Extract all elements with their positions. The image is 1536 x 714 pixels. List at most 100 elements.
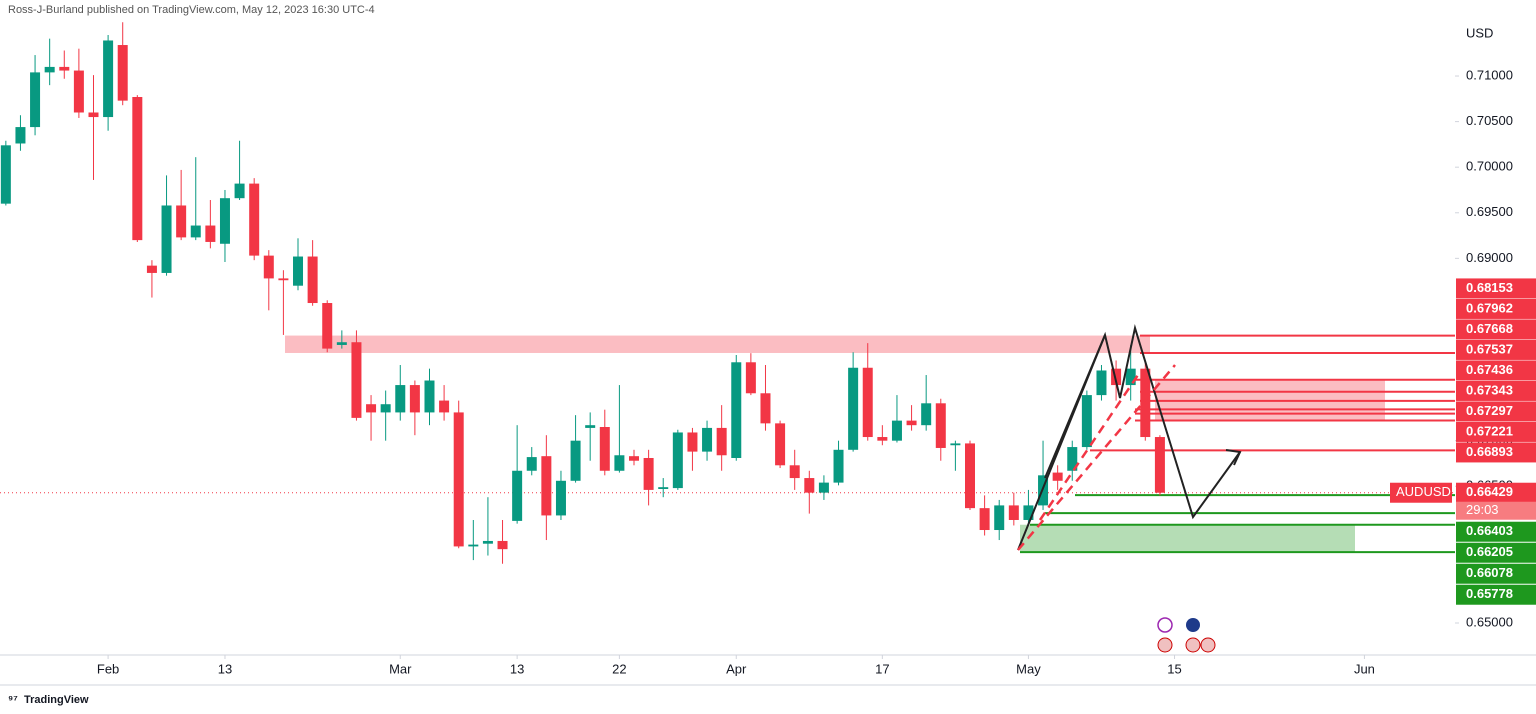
- candle-body: [526, 457, 537, 471]
- candle-body: [205, 225, 216, 242]
- candle-body: [1008, 505, 1019, 520]
- candle-body: [336, 342, 347, 345]
- candle-body: [176, 205, 187, 238]
- candle-body: [672, 432, 683, 489]
- candle-body: [687, 432, 698, 452]
- candle-body: [848, 367, 859, 450]
- candle-body: [950, 443, 961, 446]
- candle-body: [702, 427, 713, 452]
- currency: USD: [1466, 25, 1493, 40]
- event-icon[interactable]: [1185, 637, 1201, 653]
- support-label: 0.65778: [1466, 586, 1513, 601]
- candle-body: [190, 225, 201, 238]
- candle-body: [906, 420, 917, 426]
- dashed-trend: [1017, 364, 1176, 551]
- resistance-label: 0.67297: [1466, 403, 1513, 418]
- x-tick-label: 15: [1167, 661, 1181, 676]
- y-tick-label: 0.71000: [1466, 67, 1513, 82]
- candle-body: [351, 342, 362, 418]
- candle-body: [570, 440, 581, 481]
- candle-body: [497, 540, 508, 550]
- candle-body: [731, 362, 742, 458]
- resistance-label-box: [1456, 442, 1536, 463]
- candle-body: [439, 400, 450, 413]
- candle-body: [1140, 368, 1151, 438]
- candle-body: [219, 198, 230, 244]
- projection-path: [1017, 324, 1241, 551]
- candle-body: [833, 449, 844, 483]
- last-price-label: 0.66429: [1466, 484, 1513, 499]
- candle-body: [482, 540, 493, 544]
- candle-body: [30, 72, 41, 128]
- candle-body: [789, 465, 800, 479]
- event-icon[interactable]: [1157, 617, 1173, 633]
- candle-body: [103, 40, 114, 118]
- x-tick-label: Feb: [97, 661, 119, 676]
- arrow-head: [1225, 449, 1242, 466]
- candle-body: [0, 145, 11, 204]
- support-label: 0.66403: [1466, 523, 1513, 538]
- candle-body: [979, 508, 990, 531]
- resistance-label-box: [1456, 401, 1536, 422]
- support-label-box: [1456, 563, 1536, 584]
- trend-line: [1044, 334, 1106, 479]
- event-icon[interactable]: [1186, 618, 1200, 632]
- y-tick-label: 0.69000: [1466, 250, 1513, 265]
- candle-body: [409, 385, 420, 413]
- x-tick-label: Jun: [1354, 661, 1375, 676]
- candle-body: [760, 393, 771, 424]
- support-label-box: [1456, 584, 1536, 605]
- candle-body: [512, 470, 523, 521]
- candle-body: [117, 45, 128, 101]
- resistance-label: 0.67436: [1466, 362, 1513, 377]
- candle-body: [877, 437, 888, 441]
- resistance-label-box: [1456, 360, 1536, 381]
- candle-body: [629, 456, 640, 461]
- candle-body: [716, 427, 727, 456]
- support-label-box: [1456, 542, 1536, 563]
- candle-body: [395, 385, 406, 413]
- resistance-label: 0.67668: [1466, 321, 1513, 336]
- resistance-label: 0.67343: [1466, 382, 1513, 397]
- event-icon[interactable]: [1157, 637, 1173, 653]
- candle-body: [453, 412, 464, 547]
- resistance-zone: [285, 335, 1150, 353]
- candle-body: [745, 362, 756, 394]
- countdown-box: [1456, 501, 1536, 520]
- candle-body: [44, 66, 55, 73]
- candle-body: [862, 367, 873, 438]
- resistance-label-box: [1456, 278, 1536, 299]
- event-icon[interactable]: [1200, 637, 1216, 653]
- candle-body: [322, 303, 333, 349]
- candle-body: [541, 456, 552, 516]
- candle-body: [263, 255, 274, 279]
- x-tick-label: Apr: [726, 661, 747, 676]
- candle-body: [1067, 447, 1078, 471]
- candle-body: [88, 112, 99, 118]
- candle-body: [234, 183, 245, 199]
- candle-body: [132, 96, 143, 241]
- candle-body: [935, 403, 946, 448]
- candle-body: [1096, 370, 1107, 396]
- candle-body: [599, 427, 610, 471]
- footer-mark: ⁹⁷: [8, 694, 18, 706]
- y-tick-label: 0.70000: [1466, 159, 1513, 174]
- y-tick-label: 0.65000: [1466, 614, 1513, 629]
- x-tick-label: Mar: [389, 661, 412, 676]
- candle-body: [921, 403, 932, 426]
- candle-body: [555, 480, 566, 516]
- candle-body: [15, 127, 26, 144]
- candle-body: [146, 265, 157, 273]
- y-tick-label: 0.69500: [1466, 204, 1513, 219]
- candle-body: [249, 183, 260, 256]
- resistance-label-box: [1456, 319, 1536, 340]
- candle-body: [643, 457, 654, 490]
- candle-body: [775, 423, 786, 466]
- countdown: 29:03: [1466, 502, 1499, 517]
- resistance-label-box: [1456, 380, 1536, 401]
- candle-body: [161, 205, 172, 273]
- y-tick-label: 0.70500: [1466, 113, 1513, 128]
- last-price-label-box: [1456, 482, 1536, 503]
